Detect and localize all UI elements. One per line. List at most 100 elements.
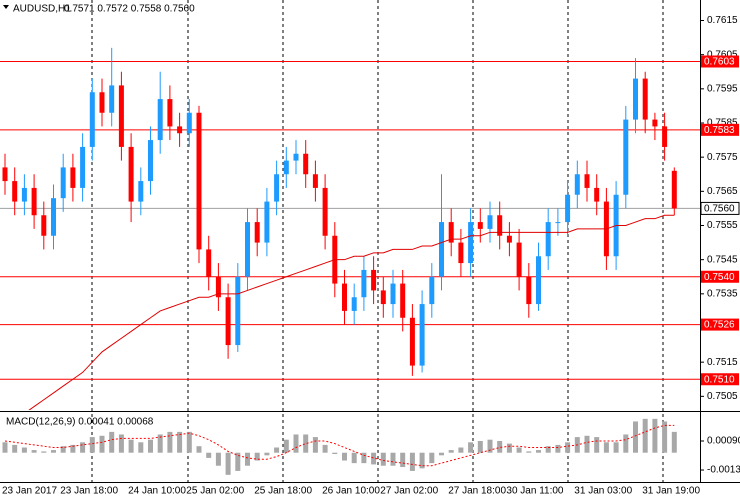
level-label-box bbox=[701, 270, 739, 283]
level-label: 0.7540 bbox=[704, 272, 735, 283]
candle-body bbox=[526, 276, 532, 305]
candle-body bbox=[584, 174, 590, 188]
y-tick-label: 0.7565 bbox=[707, 186, 738, 197]
candle-body bbox=[21, 187, 27, 202]
macd-bar bbox=[400, 452, 406, 468]
macd-bar bbox=[167, 431, 173, 453]
macd-bar bbox=[177, 431, 183, 453]
macd-bar bbox=[526, 451, 532, 453]
macd-bar bbox=[439, 452, 444, 456]
candle-body bbox=[12, 181, 18, 202]
x-tick-label: 27 Jan 18:00 bbox=[448, 486, 506, 497]
macd-bar bbox=[613, 442, 619, 453]
macd-bar bbox=[303, 434, 309, 453]
candle-body bbox=[118, 85, 124, 147]
candle-body bbox=[477, 222, 483, 229]
x-tick-label: 27 Jan 02:00 bbox=[380, 486, 438, 497]
candle-body bbox=[671, 170, 677, 209]
candle-body bbox=[633, 78, 638, 120]
y-tick-label: 0.7555 bbox=[707, 220, 738, 231]
candle-body bbox=[2, 167, 8, 182]
candle-body bbox=[458, 242, 464, 264]
candle-body bbox=[448, 222, 454, 243]
candle-body bbox=[177, 126, 183, 134]
macd-bar bbox=[555, 444, 561, 453]
y-tick-label: 0.7505 bbox=[707, 391, 738, 402]
candle-body bbox=[109, 85, 115, 113]
macd-bar bbox=[196, 446, 202, 453]
candle-body bbox=[400, 283, 406, 318]
macd-bar bbox=[458, 447, 464, 453]
level-label: 0.7583 bbox=[704, 125, 735, 136]
candle-body bbox=[419, 304, 425, 366]
macd-bar bbox=[41, 451, 47, 453]
candle-body bbox=[380, 290, 386, 305]
macd-bar bbox=[322, 444, 328, 453]
macd-area bbox=[2, 418, 677, 475]
y-tick-label: 0.7535 bbox=[707, 288, 738, 299]
candle-body bbox=[623, 119, 629, 195]
y-tick-label: -0.00133 bbox=[707, 465, 740, 476]
macd-bar bbox=[21, 447, 27, 453]
candle-body bbox=[516, 242, 522, 277]
macd-bar bbox=[118, 434, 124, 453]
macd-bar bbox=[371, 452, 377, 465]
macd-bar bbox=[662, 421, 668, 453]
macd-bar bbox=[671, 431, 677, 453]
candle-body bbox=[60, 167, 66, 199]
candle-body bbox=[390, 283, 396, 305]
macd-bar bbox=[565, 442, 571, 453]
macd-bar bbox=[652, 418, 658, 453]
candle-body bbox=[351, 297, 357, 311]
candle-body bbox=[283, 160, 289, 175]
macd-bar bbox=[215, 452, 221, 466]
candle-body bbox=[80, 146, 86, 188]
macd-bar bbox=[245, 452, 250, 466]
candle-body bbox=[225, 297, 231, 346]
ohlc-readout: 0.7571 0.7572 0.7558 0.7560 bbox=[64, 4, 195, 15]
macd-bar bbox=[89, 437, 95, 453]
macd-bar bbox=[409, 452, 415, 471]
x-tick-label: 31 Jan 19:00 bbox=[642, 486, 700, 497]
macd-bar bbox=[516, 447, 522, 453]
candle-body bbox=[662, 126, 668, 147]
macd-bar bbox=[448, 450, 454, 453]
candle-body bbox=[652, 119, 658, 127]
macd-bar bbox=[254, 452, 260, 461]
macd-bar bbox=[361, 452, 367, 464]
macd-bar bbox=[390, 452, 396, 466]
macd-bar bbox=[99, 435, 105, 453]
macd-bar bbox=[342, 452, 347, 461]
candle-body bbox=[31, 187, 37, 216]
level-label: 0.7603 bbox=[704, 57, 735, 68]
x-tick-label: 23 Jan 2017 bbox=[2, 486, 57, 497]
macd-bar bbox=[429, 452, 435, 464]
candle-body bbox=[41, 215, 47, 236]
current-price-box bbox=[700, 201, 740, 215]
candle-body bbox=[51, 198, 56, 236]
candle-body bbox=[536, 256, 541, 305]
x-tick-label: 30 Jan 11:00 bbox=[506, 486, 564, 497]
x-tick-label: 25 Jan 18:00 bbox=[254, 486, 312, 497]
level-label: 0.7526 bbox=[704, 320, 735, 331]
candle-body bbox=[429, 276, 435, 305]
x-tick-label: 24 Jan 10:00 bbox=[128, 486, 186, 497]
candle-body bbox=[322, 187, 328, 236]
x-tick-label: 25 Jan 02:00 bbox=[186, 486, 244, 497]
moving-average bbox=[28, 214, 675, 410]
macd-bar bbox=[51, 450, 56, 453]
macd-bar bbox=[157, 434, 163, 453]
macd-bar bbox=[264, 452, 270, 456]
macd-bar bbox=[584, 435, 590, 453]
candle-body bbox=[235, 276, 241, 346]
macd-title: MACD(12,26,9) 0.00041 0.00068 bbox=[6, 417, 154, 428]
candle-body bbox=[574, 174, 580, 195]
candle-body bbox=[439, 222, 444, 277]
macd-bar bbox=[497, 440, 503, 453]
macd-bar bbox=[332, 452, 338, 455]
candle-body bbox=[371, 269, 377, 291]
macd-bar bbox=[206, 452, 212, 458]
macd-bar bbox=[60, 446, 66, 453]
